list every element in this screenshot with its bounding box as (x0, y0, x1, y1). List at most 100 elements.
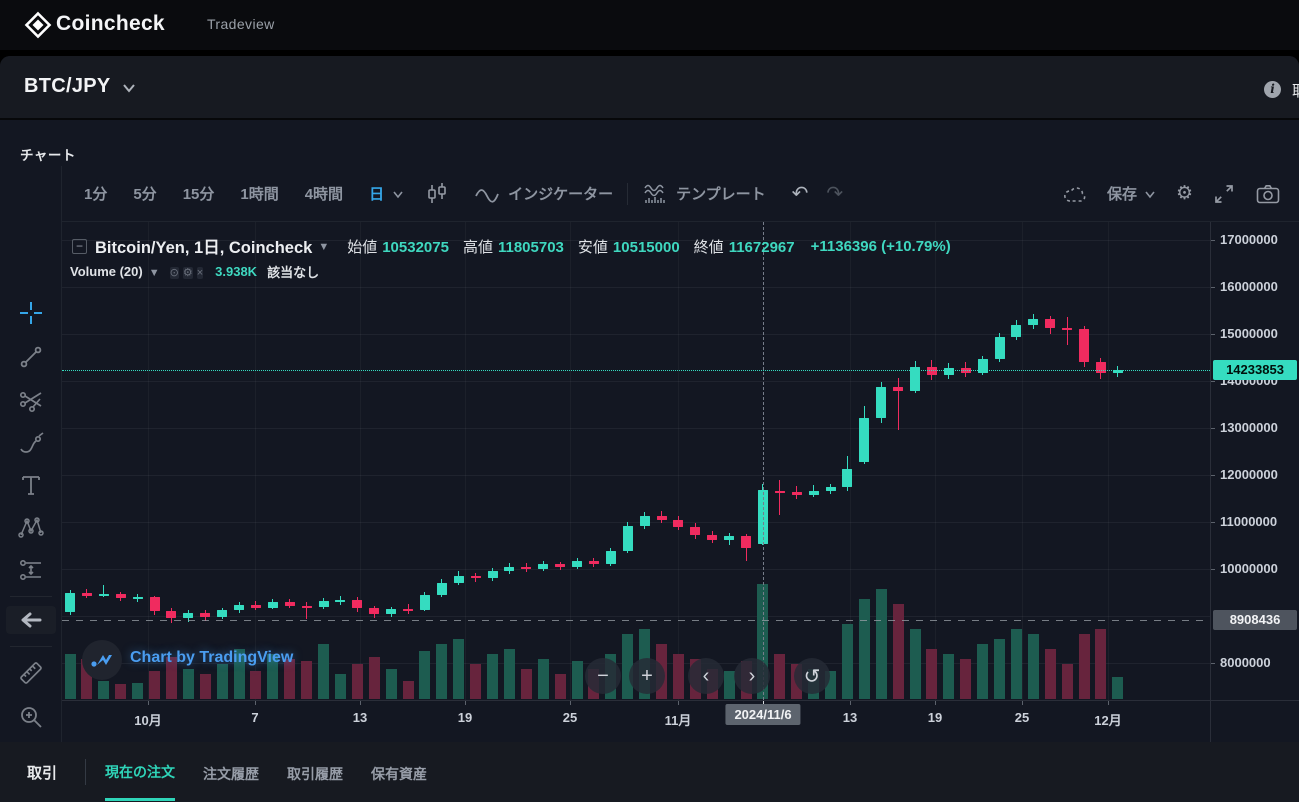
xabcd-pattern-tool-icon[interactable] (17, 514, 45, 542)
fullscreen-icon[interactable] (1213, 183, 1235, 205)
tradingview-attribution[interactable]: Chart by TradingView (130, 649, 294, 666)
template-waves-icon[interactable] (642, 181, 668, 207)
info-icon[interactable]: i (1264, 81, 1281, 98)
interval-button[interactable]: 1分 (84, 186, 108, 203)
trend-line-tool-icon[interactable] (17, 343, 45, 371)
candle-body (267, 601, 278, 608)
candle-body (943, 367, 954, 376)
ohlc-field-label: 高値 (462, 238, 493, 256)
legend-caret-icon[interactable]: ▼ (318, 241, 330, 253)
forecast-tool-icon[interactable] (17, 556, 45, 584)
volume-bar (284, 659, 296, 699)
candle-wick (897, 378, 899, 430)
arrow-left-icon[interactable] (17, 606, 45, 634)
volume-bar (672, 654, 684, 699)
candle-wick (306, 602, 308, 620)
indicator-wave-icon[interactable] (474, 184, 500, 204)
gridline-horizontal (62, 475, 1210, 476)
sidebar-divider (10, 596, 52, 597)
time-axis-tick (1022, 701, 1023, 705)
reset-chart-button[interactable]: ↺ (794, 658, 830, 694)
volume-bar (368, 657, 380, 699)
save-chevron-icon[interactable] (1144, 188, 1156, 200)
ruler-tool-icon[interactable] (17, 659, 45, 687)
interval-button[interactable]: 15分 (182, 186, 215, 203)
price-axis[interactable]: 17000000 16000000 15000000 14000000 13000000… (1210, 222, 1299, 700)
candle-body (504, 566, 515, 572)
scroll-left-button[interactable]: ‹ (688, 658, 724, 694)
volume-bar (926, 649, 938, 699)
save-button[interactable]: 保存 (1107, 183, 1156, 204)
candle-body (994, 337, 1005, 360)
remove-button[interactable]: × (196, 266, 204, 279)
volume-bar (1044, 649, 1056, 699)
volume-bar (943, 654, 955, 699)
tab-inactive[interactable]: 注文履歴 (203, 765, 260, 782)
candle-body (538, 564, 549, 569)
gridline-vertical (850, 222, 851, 700)
tab-inactive[interactable]: 保有資産 (371, 765, 428, 782)
chevron-down-icon[interactable] (122, 83, 136, 93)
zoom-in-tool-icon[interactable] (17, 703, 45, 731)
time-axis[interactable]: 10月 7 13 19 25 11月 13 19 25 12月 2024/11/6 (62, 700, 1299, 743)
indicators-button[interactable]: インジケーター (508, 186, 614, 203)
price-axis-label: 13000000 (1220, 420, 1278, 435)
volume-bar (487, 654, 498, 699)
volume-bar (199, 674, 211, 699)
candle-body (419, 594, 430, 611)
pitchfork-tool-icon[interactable] (17, 386, 45, 414)
volume-bar (267, 654, 279, 699)
visibility-button[interactable]: ⊙ (169, 266, 179, 279)
candle-body (757, 490, 768, 544)
crosshair-tool-icon[interactable] (17, 299, 45, 327)
settings-gear-icon[interactable]: ⚙ (1175, 183, 1193, 204)
tab-inactive[interactable]: 取引履歴 (287, 765, 344, 782)
volume-bar (250, 671, 262, 699)
candle-body (741, 536, 751, 548)
templates-button[interactable]: テンプレート (676, 186, 766, 203)
volume-bar (1112, 677, 1124, 699)
time-axis-label: 19 (457, 710, 473, 725)
interval-button[interactable]: 4時間 (304, 186, 344, 203)
time-axis-label: 19 (927, 710, 943, 725)
brush-tool-icon[interactable] (17, 429, 45, 457)
undo-icon[interactable]: ↶ (791, 183, 809, 205)
interval-button[interactable]: 1時間 (240, 186, 279, 203)
gridline-horizontal (62, 569, 1210, 570)
time-axis-tick (850, 701, 851, 705)
scroll-right-button[interactable]: › (734, 658, 770, 694)
text-tool-icon[interactable] (17, 471, 45, 499)
legend-title[interactable]: Bitcoin/Yen, 1日, Coincheck (95, 239, 313, 257)
candlestick-style-icon[interactable] (424, 181, 450, 207)
interval-chevron-icon[interactable] (392, 188, 404, 200)
redo-icon[interactable]: ↷ (826, 183, 844, 205)
interval-button[interactable]: 5分 (133, 186, 157, 203)
tradingview-logo[interactable] (82, 640, 122, 680)
camera-icon[interactable] (1255, 183, 1281, 205)
cloud-save-icon[interactable] (1063, 184, 1087, 204)
candle-body (1045, 318, 1056, 329)
zoom-in-button[interactable]: + (629, 658, 665, 694)
volume-bar (182, 669, 194, 699)
gridline-horizontal (62, 616, 1210, 617)
interval-selected[interactable]: 日 (369, 186, 385, 203)
price-axis-tick (1211, 522, 1215, 523)
volume-study-label[interactable]: Volume (20) (70, 264, 143, 279)
tab-active[interactable]: 現在の注文 (105, 743, 176, 801)
candle-wick (779, 480, 781, 515)
chart-plot-area[interactable]: − Bitcoin/Yen, 1日, Coincheck ▼ 始値 1053207… (62, 222, 1210, 700)
ohlc-field-label: 安値 (577, 238, 608, 256)
gridline-horizontal (62, 240, 1210, 241)
candle-body (318, 600, 329, 608)
volume-bar (318, 644, 329, 699)
zoom-out-button[interactable]: − (585, 658, 621, 694)
candle-body (335, 599, 346, 602)
symbol-selector[interactable]: BTC/JPY (24, 75, 111, 97)
legend-collapse-icon[interactable]: − (72, 238, 87, 254)
volume-caret-icon[interactable]: ▼ (148, 266, 160, 279)
gridline-vertical (255, 222, 256, 700)
symbol-bar: BTC/JPY 取 i (0, 56, 1299, 120)
volume-bar (419, 651, 431, 699)
settings-button[interactable]: ⚙ (182, 266, 193, 279)
